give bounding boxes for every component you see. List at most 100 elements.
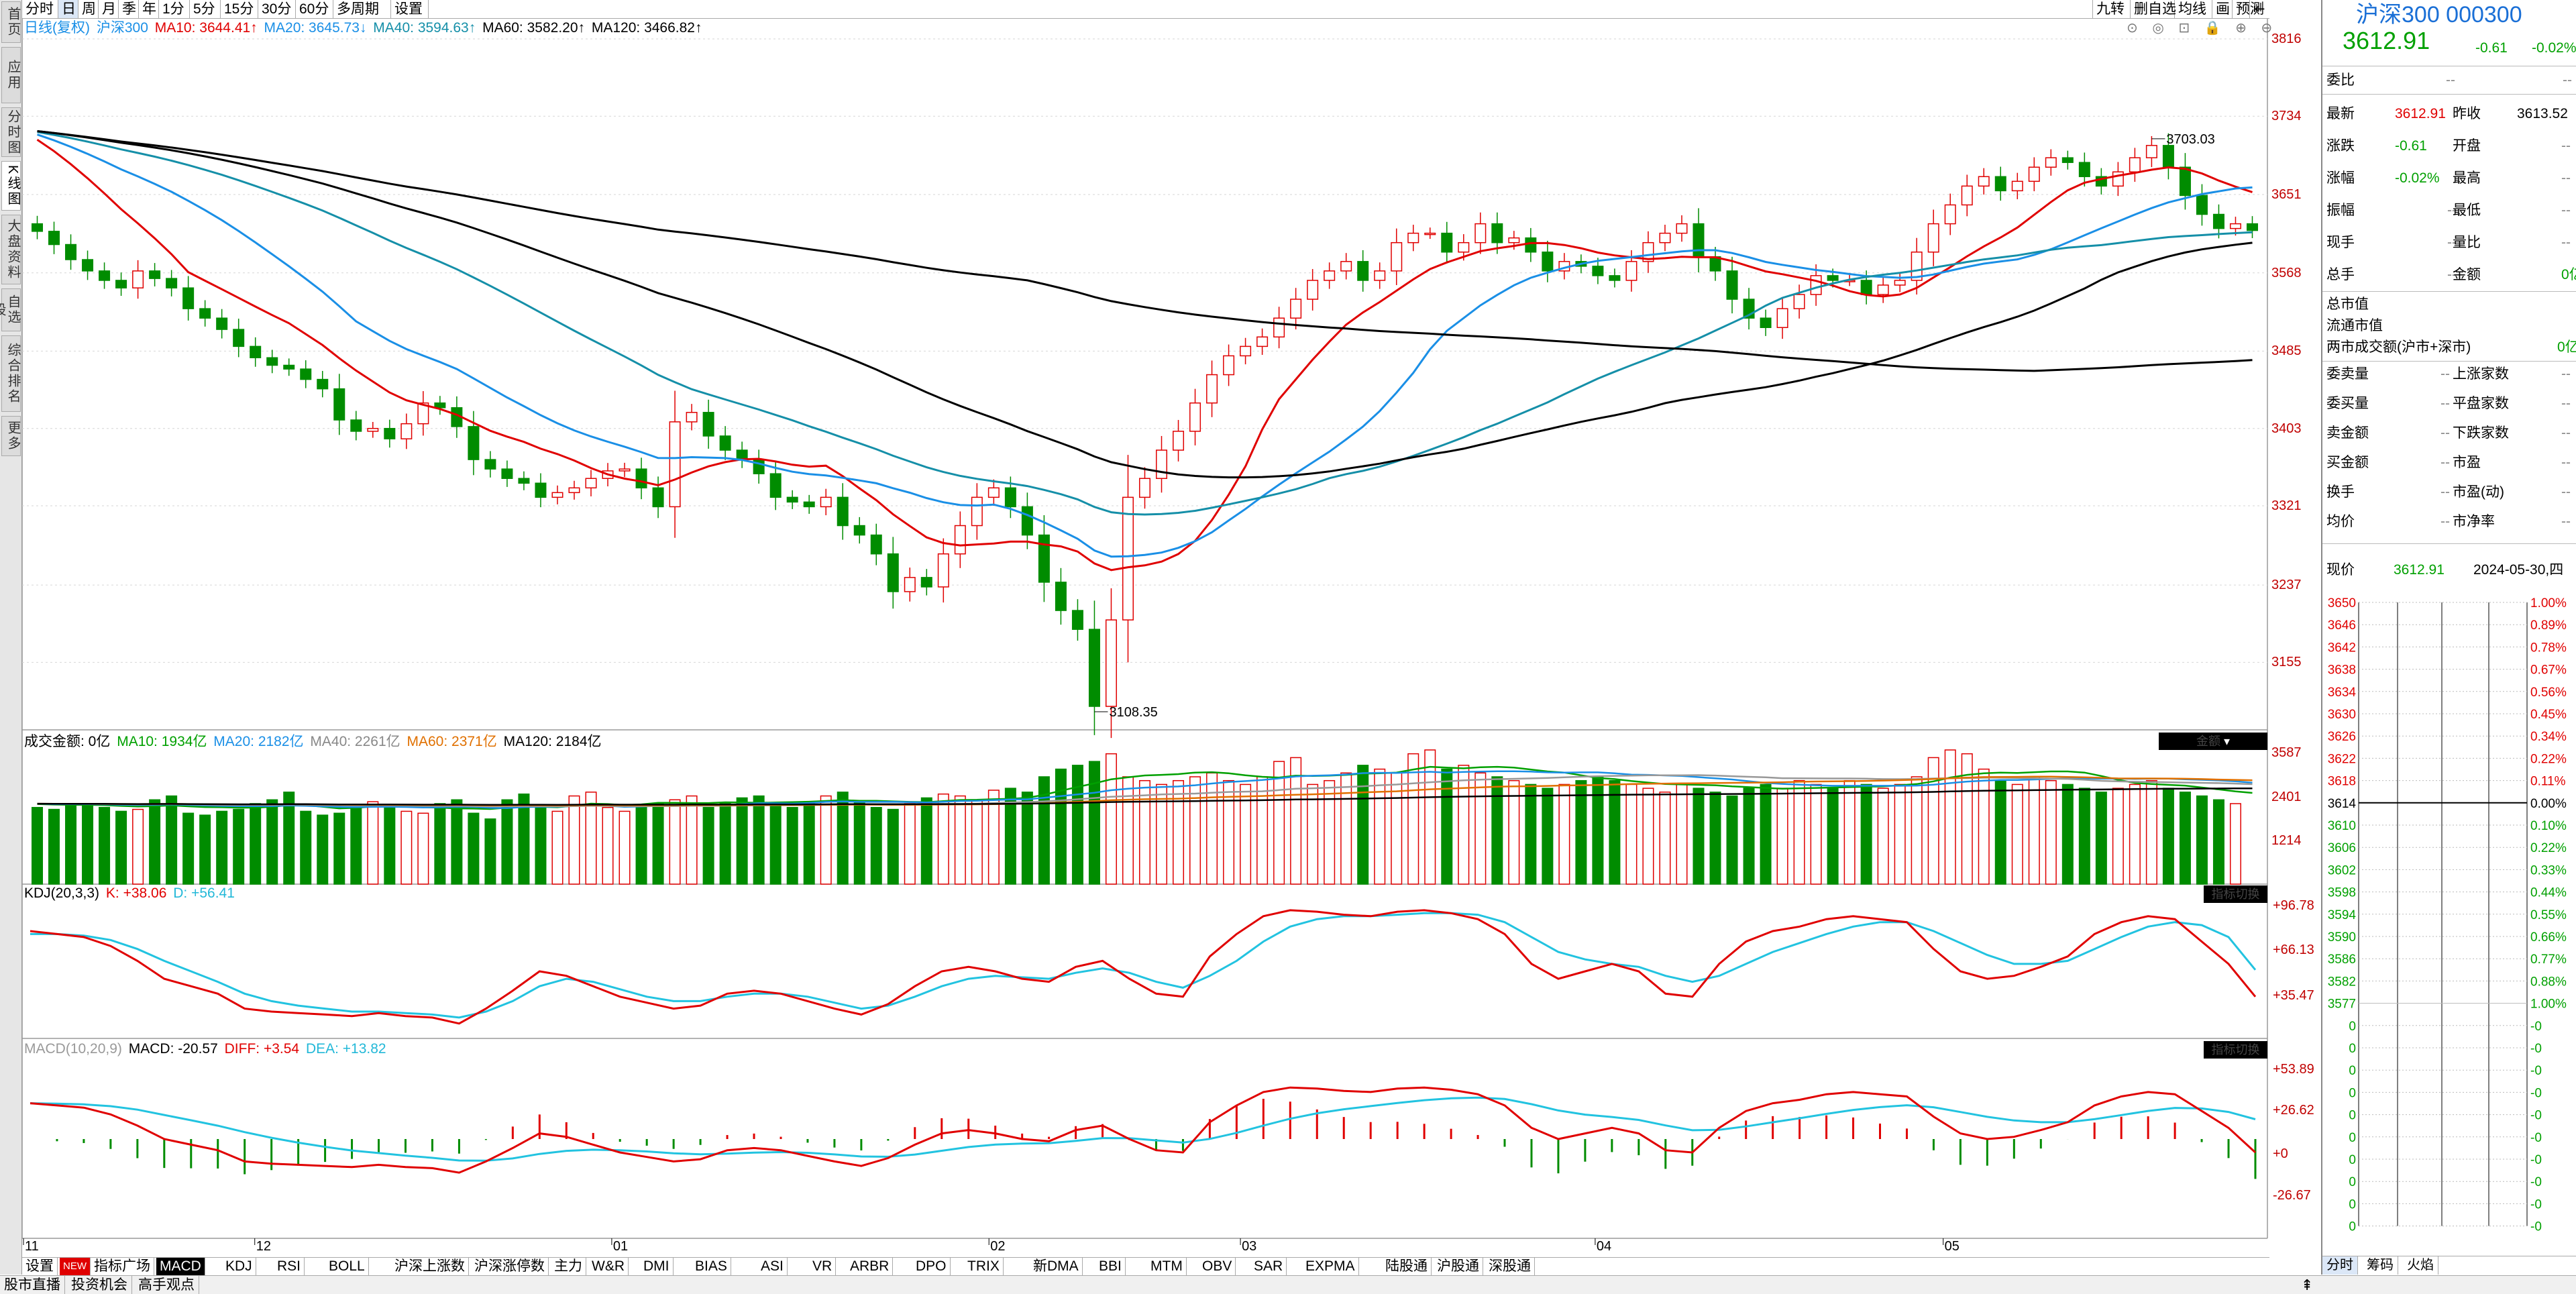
indicator-tab-8[interactable]: 沪深涨停数 bbox=[471, 1258, 549, 1275]
volume-bar bbox=[1138, 779, 1151, 885]
indicator-tab-5[interactable]: RSI bbox=[274, 1258, 305, 1275]
indicator-tabs: 设置 NEW 指标广场 MACD KDJ RSI BOLL 沪深上涨数 沪深涨停数 主力 W&R DM… bbox=[22, 1257, 2269, 1275]
indicator-tab-19[interactable]: BBI bbox=[1095, 1258, 1126, 1275]
quote-value-4: -- bbox=[2447, 235, 2457, 250]
chart-mini-tools[interactable]: ⊙ ◎ ⊡ 🔒 ⊕ ⊖ bbox=[2127, 21, 2278, 36]
quote-change: -0.61 bbox=[2475, 40, 2508, 56]
left-tab-5[interactable]: 自选股 bbox=[0, 288, 21, 331]
macd-switch-button[interactable]: 指标切换 bbox=[2204, 1041, 2267, 1059]
timeshare-grid[interactable]: 3650 1.00% 3646 0.89% 3642 0.78% 3638 0.67% 3634… bbox=[2322, 590, 2576, 1248]
indicator-tab-14[interactable]: VR bbox=[809, 1258, 837, 1275]
left-tab-3[interactable]: K线图 bbox=[1, 161, 21, 211]
period-tab-6[interactable]: 1分 bbox=[159, 0, 190, 18]
volume-type-dropdown[interactable]: 金额 ▾ bbox=[2159, 733, 2267, 750]
indicator-tab-9[interactable]: 主力 bbox=[551, 1258, 586, 1275]
status-tab-1[interactable]: 投资机会 bbox=[67, 1276, 132, 1294]
indicator-tab-4[interactable]: KDJ bbox=[222, 1258, 256, 1275]
indicator-tab-7[interactable]: 沪深上涨数 bbox=[391, 1258, 469, 1275]
volume-tick: 2401 bbox=[2271, 790, 2302, 804]
period-tab-8[interactable]: 15分 bbox=[221, 0, 258, 18]
divider bbox=[2322, 361, 2576, 362]
indicator-tab-26[interactable]: 深股通 bbox=[1485, 1258, 1535, 1275]
volume-bar bbox=[1340, 772, 1352, 885]
macd-tick: +26.62 bbox=[2273, 1103, 2314, 1118]
candle bbox=[1424, 227, 1436, 239]
indicator-tab-24[interactable]: 陆股通 bbox=[1382, 1258, 1432, 1275]
grid-price-tick: 3650 bbox=[2328, 596, 2356, 610]
period-tab-1[interactable]: 日 bbox=[58, 0, 78, 18]
volume-bar bbox=[2028, 776, 2040, 885]
candle bbox=[1776, 297, 1788, 339]
period-tab-12[interactable]: 设置 bbox=[391, 0, 429, 18]
indicator-tab-23[interactable]: EXPMA bbox=[1302, 1258, 1359, 1275]
price-tick: 3568 bbox=[2271, 265, 2302, 280]
volume-bar bbox=[132, 808, 144, 885]
indicator-tab-22[interactable]: SAR bbox=[1250, 1258, 1287, 1275]
ma60-line bbox=[37, 130, 2253, 479]
volume-bar bbox=[1240, 784, 1252, 885]
status-tab-0[interactable]: 股市直播 bbox=[0, 1276, 65, 1294]
kline-chart-area[interactable]: 3703.03 3108.35 11 12 01 02 03 04 05 bbox=[22, 19, 2269, 1257]
left-tab-1[interactable]: 应用 bbox=[1, 47, 21, 103]
volume-bar bbox=[1407, 753, 1419, 885]
indicator-tab-10[interactable]: W&R bbox=[588, 1258, 629, 1275]
period-tab-4[interactable]: 季 bbox=[119, 0, 139, 18]
candle bbox=[1525, 227, 1537, 262]
indicator-tab-1[interactable]: NEW bbox=[60, 1258, 91, 1275]
candle bbox=[1173, 420, 1185, 462]
panel-tab-2[interactable]: 火焰 bbox=[2403, 1256, 2438, 1275]
left-tab-4[interactable]: 大盘资料 bbox=[1, 215, 21, 284]
left-tab-2[interactable]: 分时图 bbox=[1, 107, 21, 157]
volume-bar bbox=[2095, 792, 2107, 885]
period-tab-9[interactable]: 30分 bbox=[258, 0, 296, 18]
candle bbox=[820, 488, 832, 516]
period-tab-3[interactable]: 月 bbox=[99, 0, 119, 18]
tool-btn-2[interactable]: 均线 bbox=[2174, 0, 2212, 18]
indicator-tab-25[interactable]: 沪股通 bbox=[1434, 1258, 1483, 1275]
kdj-switch-button[interactable]: 指标切换 bbox=[2204, 885, 2267, 903]
stat-label2-0: 上涨家数 bbox=[2453, 366, 2509, 382]
panel-tab-1[interactable]: 筹码 bbox=[2363, 1256, 2398, 1275]
volume-bar bbox=[1357, 765, 1369, 885]
period-tab-10[interactable]: 60分 bbox=[296, 0, 333, 18]
collapse-icon[interactable]: ⇤ bbox=[2249, 0, 2269, 18]
indicator-tab-17[interactable]: TRIX bbox=[964, 1258, 1004, 1275]
panel-tab-0[interactable]: 分时 bbox=[2322, 1256, 2358, 1275]
period-tab-7[interactable]: 5分 bbox=[190, 0, 221, 18]
volume-bar bbox=[1592, 776, 1604, 885]
candle bbox=[1340, 253, 1352, 280]
indicator-tab-16[interactable]: DPO bbox=[912, 1258, 951, 1275]
status-tab-2[interactable]: 高手观点 bbox=[134, 1276, 199, 1294]
indicator-tab-6[interactable]: BOLL bbox=[325, 1258, 369, 1275]
left-tab-7[interactable]: 更多 bbox=[1, 416, 21, 456]
indicator-tab-0[interactable]: 设置 bbox=[22, 1258, 58, 1275]
indicator-tab-3[interactable]: MACD bbox=[156, 1258, 205, 1275]
indicator-tab-13[interactable]: ASI bbox=[757, 1258, 788, 1275]
indicator-tab-21[interactable]: OBV bbox=[1199, 1258, 1236, 1275]
indicator-tab-11[interactable]: DMI bbox=[640, 1258, 674, 1275]
left-tab-0[interactable]: 首页 bbox=[1, 1, 21, 43]
quote-value-2: -0.02% bbox=[2395, 170, 2440, 186]
indicator-tab-12[interactable]: BIAS bbox=[692, 1258, 731, 1275]
period-tab-5[interactable]: 年 bbox=[139, 0, 159, 18]
tool-btn-0[interactable]: 九转 bbox=[2092, 0, 2130, 18]
volume-bar bbox=[1542, 788, 1554, 885]
pin-icon[interactable]: ⇞ bbox=[2301, 1277, 2314, 1293]
indicator-tab-15[interactable]: ARBR bbox=[847, 1258, 894, 1275]
period-tab-0[interactable]: 分时 bbox=[22, 0, 58, 18]
tool-btn-1[interactable]: 删自选 bbox=[2130, 0, 2176, 18]
indicator-tab-20[interactable]: MTM bbox=[1147, 1258, 1187, 1275]
indicator-tab-2[interactable]: 指标广场 bbox=[91, 1258, 154, 1275]
tool-btn-3[interactable]: 画 bbox=[2212, 0, 2232, 18]
kdj-tick: +96.78 bbox=[2273, 898, 2314, 913]
period-tab-11[interactable]: 多周期 bbox=[333, 0, 391, 18]
indicator-tab-18[interactable]: 新DMA bbox=[1030, 1258, 1083, 1275]
candle bbox=[736, 441, 748, 468]
left-tab-6[interactable]: 综合排名 bbox=[1, 335, 21, 412]
tool-btn-4[interactable]: 预测 bbox=[2232, 0, 2269, 18]
candle bbox=[769, 461, 782, 510]
period-tab-2[interactable]: 周 bbox=[78, 0, 99, 18]
volume-bar bbox=[702, 806, 714, 885]
candle bbox=[1273, 307, 1285, 349]
